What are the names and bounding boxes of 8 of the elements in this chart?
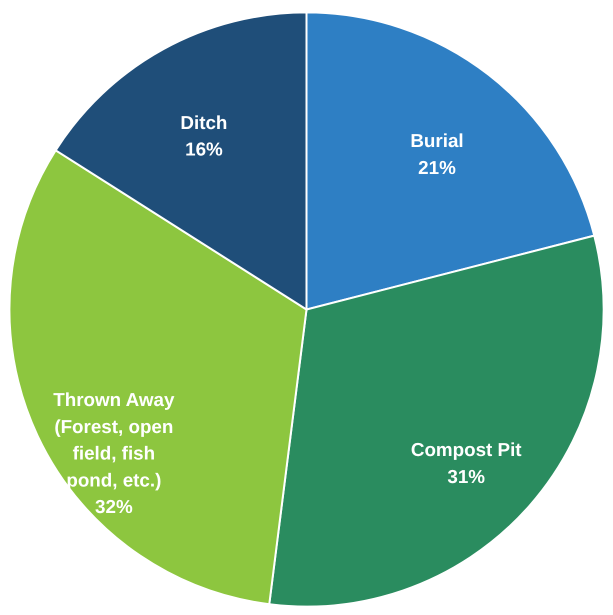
- slice-label: Burial: [410, 130, 464, 152]
- data-label: 31%: [447, 466, 486, 487]
- slice-label: Ditch: [180, 112, 228, 133]
- data-label: 32%: [95, 496, 133, 518]
- slice-label: Thrown Away (Forest, open field, fish pond, etc.): [53, 389, 175, 490]
- data-label: 21%: [418, 156, 456, 178]
- slice-label: Compost Pit: [410, 439, 522, 460]
- data-label: 16%: [185, 138, 224, 160]
